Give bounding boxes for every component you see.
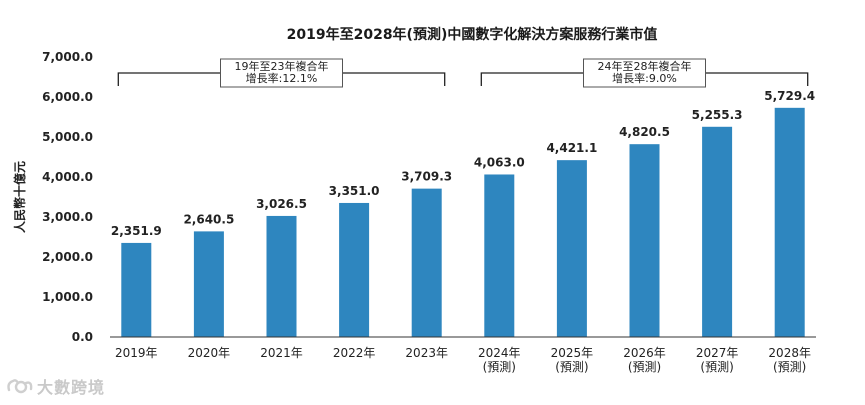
y-tick-label: 4,000.0 xyxy=(42,170,93,184)
data-label: 4,063.0 xyxy=(474,155,525,169)
y-tick-label: 0.0 xyxy=(72,330,93,344)
bar xyxy=(629,144,660,337)
y-axis-label: 人民幣十億元 xyxy=(12,161,27,233)
brand-logo-icon xyxy=(6,375,34,397)
y-tick-label: 1,000.0 xyxy=(42,290,93,304)
x-tick-label: 2021年 xyxy=(260,346,303,360)
bar xyxy=(193,231,224,337)
data-label: 3,709.3 xyxy=(401,170,452,184)
x-tick-label: (預測) xyxy=(483,360,516,374)
bar xyxy=(556,160,587,337)
data-label: 2,640.5 xyxy=(183,212,234,226)
cagr-text: 增長率:9.0% xyxy=(612,71,677,85)
x-tick-label: 2022年 xyxy=(333,346,376,360)
data-label: 2,351.9 xyxy=(111,224,162,238)
y-tick-label: 6,000.0 xyxy=(42,90,93,104)
chart-title: 2019年至2028年(預測)中國數字化解決方案服務行業市值 xyxy=(287,26,658,43)
cagr-text: 24年至28年複合年 xyxy=(598,59,692,73)
watermark: 大數跨境 xyxy=(6,374,105,398)
x-tick-label: (預測) xyxy=(773,360,806,374)
y-tick-label: 2,000.0 xyxy=(42,250,93,264)
x-tick-label: 2025年 xyxy=(551,346,594,360)
value-labels: 2,351.9 2,640.5 3,026.5 3,351.0 3,709.3 4,063… xyxy=(111,89,815,238)
bar xyxy=(411,188,442,337)
x-tick-label: 2026年 xyxy=(623,346,666,360)
y-tick-label: 3,000.0 xyxy=(42,210,93,224)
cagr-text: 增長率:12.1% xyxy=(246,71,318,85)
cagr-box xyxy=(583,58,706,88)
x-tick-label: 2020年 xyxy=(188,346,231,360)
data-label: 5,255.3 xyxy=(692,108,743,122)
x-tick-label: 2027年 xyxy=(696,346,739,360)
x-tick-label: 2023年 xyxy=(405,346,448,360)
data-label: 3,026.5 xyxy=(256,197,307,211)
bar xyxy=(266,215,297,337)
x-tick-label: (預測) xyxy=(555,360,588,374)
y-tick-label: 5,000.0 xyxy=(42,130,93,144)
x-tick-label: (預測) xyxy=(628,360,661,374)
bar xyxy=(774,107,805,337)
y-tick-label: 7,000.0 xyxy=(42,50,93,64)
x-axis: 2019年 2020年 2021年 2022年 2023年 2024年(預測)2025年(… xyxy=(110,336,816,374)
data-label: 3,351.0 xyxy=(329,184,380,198)
data-label: 4,421.1 xyxy=(546,141,597,155)
y-axis: 0.0 1,000.0 2,000.0 3,000.0 4,000.0 5,000.0 6,… xyxy=(42,50,93,344)
x-tick-label: 2024年 xyxy=(478,346,521,360)
x-tick-label: 2028年 xyxy=(768,346,811,360)
data-label: 4,820.5 xyxy=(619,125,670,139)
cagr-box xyxy=(220,58,343,88)
bar xyxy=(339,202,370,337)
data-label: 5,729.4 xyxy=(764,89,815,103)
bar xyxy=(484,174,515,337)
bar-series xyxy=(121,107,805,338)
bar xyxy=(121,242,152,337)
x-tick-label: 2019年 xyxy=(115,346,158,360)
watermark-text: 大數跨境 xyxy=(37,378,106,397)
cagr-text: 19年至23年複合年 xyxy=(235,59,329,73)
x-tick-label: (預測) xyxy=(700,360,733,374)
bar xyxy=(702,126,733,338)
